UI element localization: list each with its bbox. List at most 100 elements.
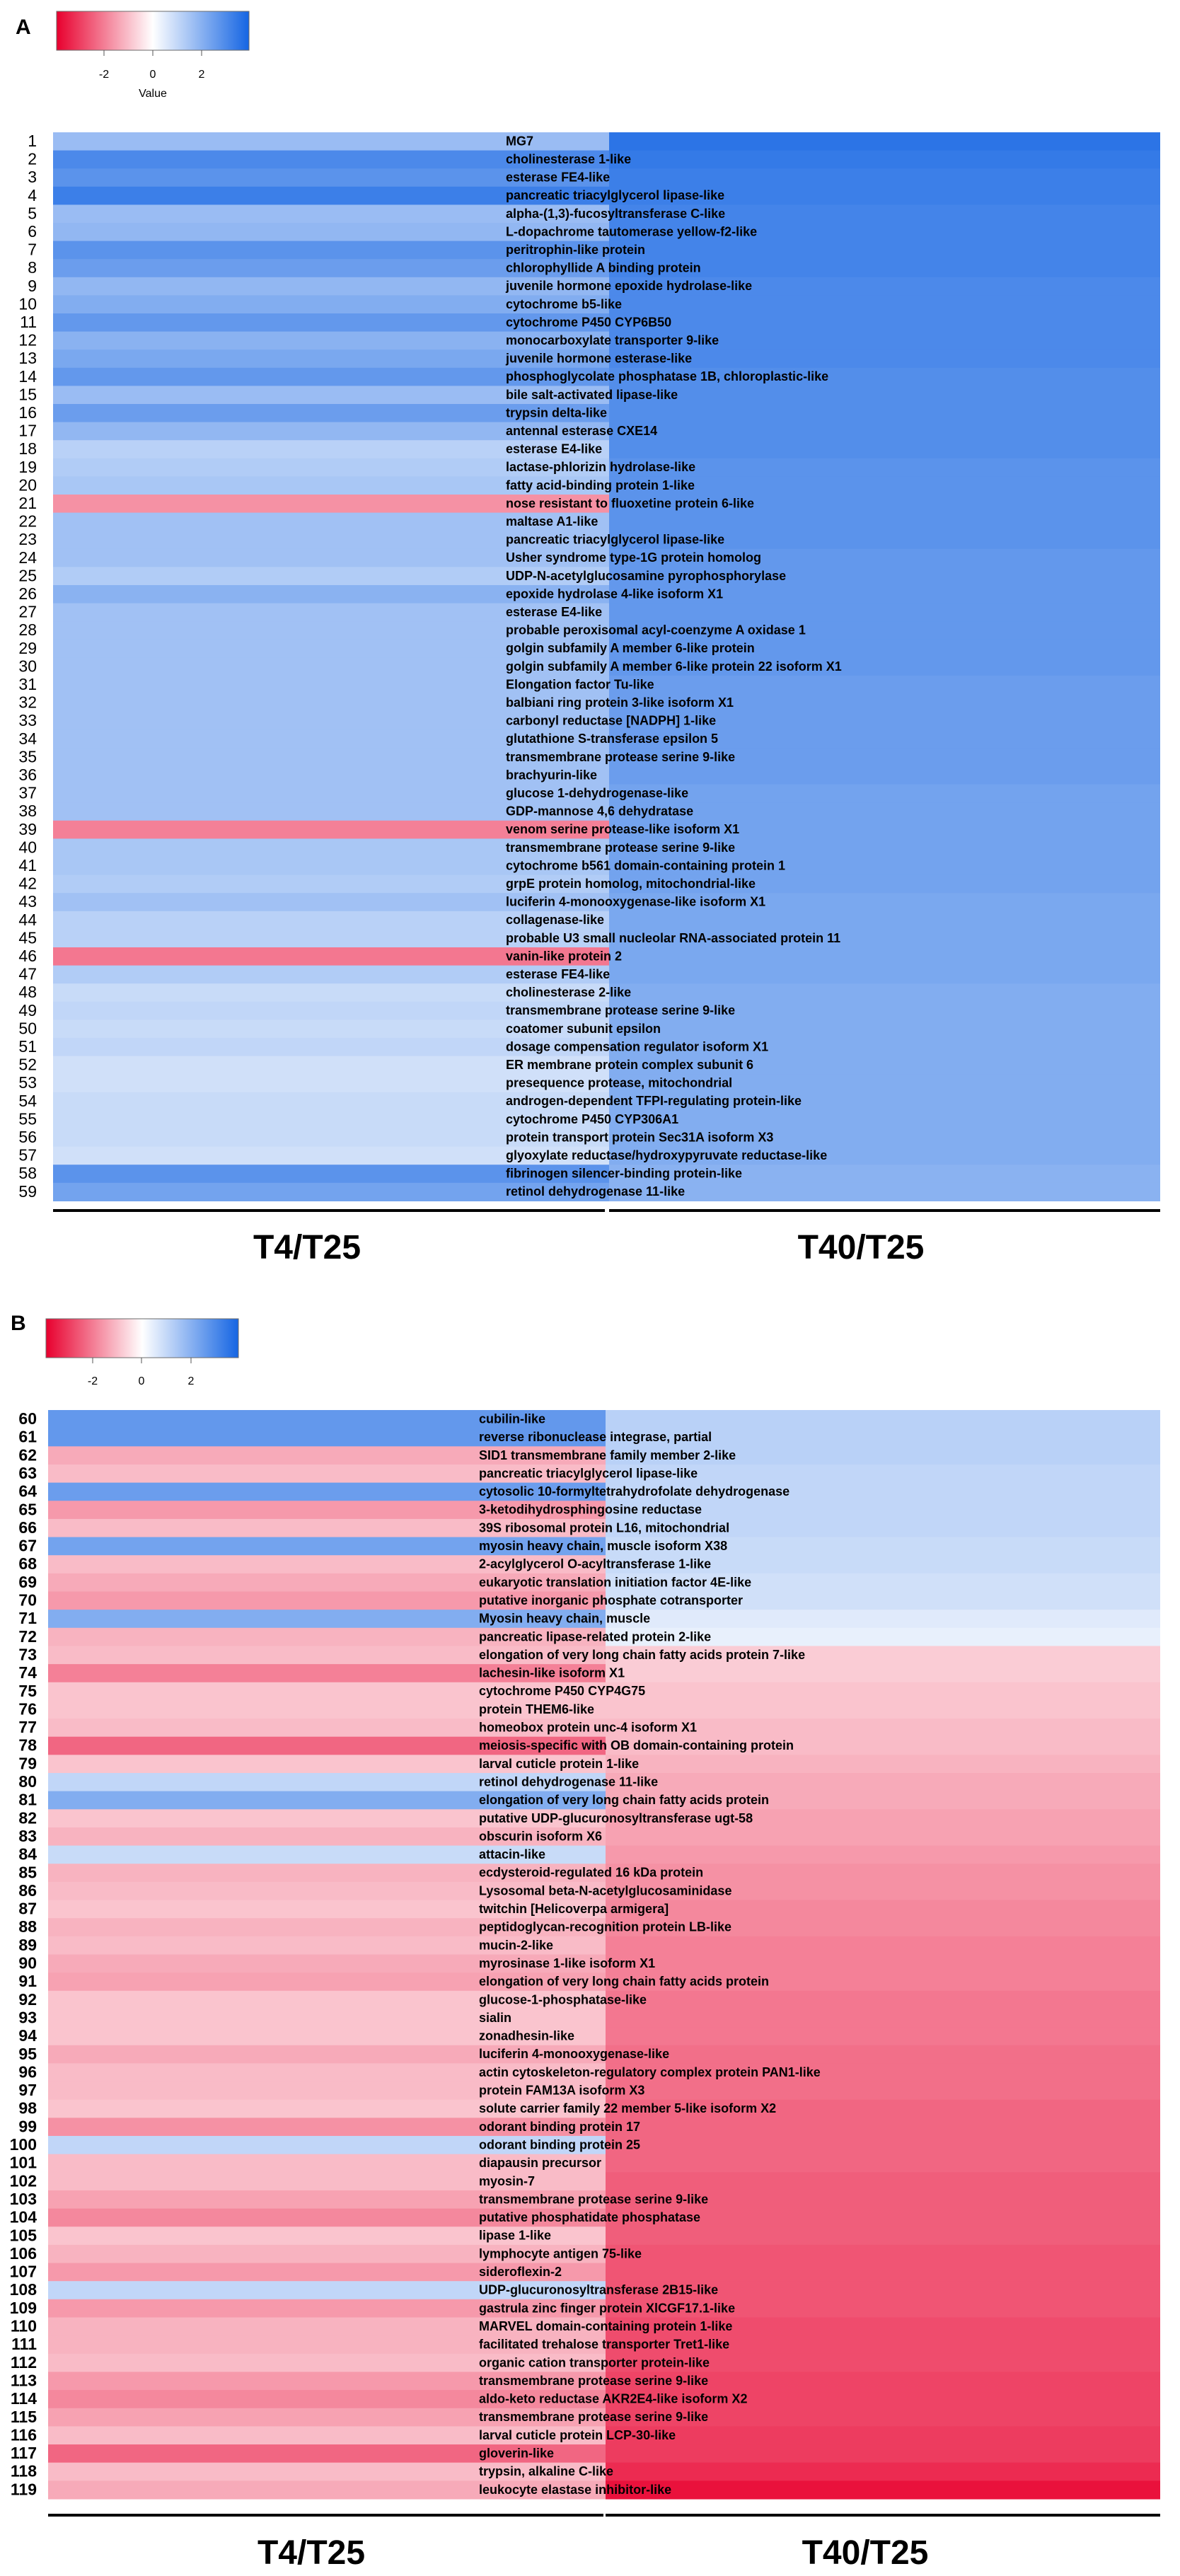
row-number: 89 (18, 1936, 37, 1954)
row-number: 79 (18, 1754, 37, 1772)
heatmap-cell (53, 259, 609, 278)
heatmap-panel-a: A -2 0 2 Value 1234567891011121314151617… (16, 11, 1160, 1266)
heatmap-cell (606, 2299, 1160, 2318)
heatmap-cell (48, 2426, 606, 2445)
heatmap-cell (609, 965, 1160, 984)
row-number: 24 (18, 548, 37, 567)
heatmap-cell (48, 2335, 606, 2355)
heatmap-cell (53, 657, 609, 676)
row-number: 43 (18, 892, 37, 911)
heatmap-cell (53, 748, 609, 767)
heatmap-cell (606, 1610, 1160, 1629)
gene-label: presequence protease, mitochondrial (506, 1076, 732, 1090)
heatmap-cell (609, 729, 1160, 749)
row-number: 116 (11, 2425, 37, 2444)
heatmap-cell (53, 983, 609, 1003)
heatmap-cell (48, 1591, 606, 1610)
heatmap-cell (48, 1537, 606, 1556)
row-number: 99 (18, 2117, 37, 2135)
heatmap-cell (609, 277, 1160, 296)
row-number: 75 (18, 1682, 37, 1700)
row-number: 71 (18, 1609, 37, 1627)
row-number: 12 (18, 331, 37, 350)
heatmap-cell (53, 1128, 609, 1148)
heatmap-cell (53, 512, 609, 531)
gene-label: obscurin isoform X6 (479, 1829, 602, 1843)
gene-label: lymphocyte antigen 75-like (479, 2246, 642, 2260)
legend-tick-label: -2 (99, 69, 109, 81)
heatmap-cell (48, 1719, 606, 1738)
gene-label: ER membrane protein complex subunit 6 (506, 1058, 753, 1072)
heatmap-cell (48, 2390, 606, 2409)
row-number: 64 (18, 1482, 37, 1501)
row-number: 94 (18, 2026, 37, 2045)
heatmap-cell (53, 802, 609, 821)
gene-label: phosphoglycolate phosphatase 1B, chlorop… (506, 369, 828, 383)
heatmap-cell (609, 548, 1160, 567)
heatmap-cell (53, 404, 609, 423)
row-number: 103 (10, 2190, 37, 2208)
row-number: 111 (11, 2335, 37, 2353)
gene-label: grpE protein homolog, mitochondrial-like (506, 877, 756, 891)
heatmap-cell (53, 1038, 609, 1057)
heatmap-cell (53, 422, 609, 441)
row-number: 60 (18, 1409, 37, 1428)
heatmap-cell (606, 2372, 1160, 2391)
row-number: 69 (18, 1573, 37, 1591)
gene-label: peritrophin-like protein (506, 243, 645, 257)
heatmap-cell (606, 1881, 1160, 1901)
heatmap-cell (606, 1518, 1160, 1538)
row-number: 80 (18, 1772, 37, 1791)
gene-label: eukaryotic translation initiation factor… (479, 1575, 751, 1589)
gene-label: twitchin [Helicoverpa armigera] (479, 1902, 669, 1916)
heatmap-cell (606, 1791, 1160, 1810)
heatmap-cell (48, 2480, 606, 2500)
heatmap-cell (53, 1020, 609, 1039)
heatmap-cell (48, 2172, 606, 2191)
row-number: 8 (28, 258, 37, 277)
row-number: 40 (18, 838, 37, 856)
row-number: 9 (28, 277, 37, 295)
heatmap-cell (606, 2190, 1160, 2210)
heatmap-cell (606, 1700, 1160, 1719)
gene-label: SID1 transmembrane family member 2-like (479, 1448, 736, 1462)
gene-label: putative UDP-glucuronosyltransferase ugt… (479, 1811, 753, 1825)
heatmap-cell (609, 676, 1160, 695)
heatmap-cell (48, 1809, 606, 1828)
row-number: 107 (10, 2263, 37, 2281)
heatmap-cell (606, 2335, 1160, 2355)
heatmap-cell (48, 1973, 606, 1992)
gene-label-column-a: MG7 cholinesterase 1-like esterase FE4-lik… (505, 134, 842, 1199)
heatmap-cell (53, 947, 609, 966)
row-number: 77 (18, 1718, 37, 1736)
row-number: 59 (18, 1182, 37, 1201)
heatmap-cell (48, 2226, 606, 2246)
heatmap-cells-a (53, 132, 1160, 1201)
gene-label: lipase 1-like (479, 2229, 551, 2243)
gene-label: homeobox protein unc-4 isoform X1 (479, 1721, 697, 1735)
gene-label-column-b: cubilin-like reverse ribonuclease integra… (479, 1411, 821, 2496)
gene-label: balbiani ring protein 3-like isoform X1 (506, 695, 734, 710)
row-number: 57 (18, 1146, 37, 1165)
heatmap-cell (609, 150, 1160, 169)
gene-label: protein transport protein Sec31A isoform… (506, 1130, 773, 1144)
column-label-t4-t25: T4/T25 (253, 1229, 361, 1266)
row-number: 37 (18, 784, 37, 802)
heatmap-cell (53, 676, 609, 695)
row-number: 38 (18, 802, 37, 820)
heatmap-cell (609, 1165, 1160, 1184)
heatmap-cell (606, 2281, 1160, 2300)
heatmap-cell (606, 2263, 1160, 2282)
heatmap-cell (606, 1555, 1160, 1574)
heatmap-cell (609, 1001, 1160, 1020)
gene-label: larval cuticle protein 1-like (479, 1757, 639, 1771)
row-number: 36 (18, 766, 37, 784)
heatmap-cell (53, 585, 609, 604)
gene-label: glutathione S-transferase epsilon 5 (506, 732, 718, 746)
heatmap-cell (48, 1518, 606, 1538)
gene-label: cytochrome b5-like (506, 297, 622, 311)
gene-label: glyoxylate reductase/hydroxypyruvate red… (506, 1148, 827, 1162)
row-number: 67 (18, 1537, 37, 1555)
row-number: 32 (18, 693, 37, 712)
gene-label: transmembrane protease serine 9-like (479, 2410, 708, 2424)
